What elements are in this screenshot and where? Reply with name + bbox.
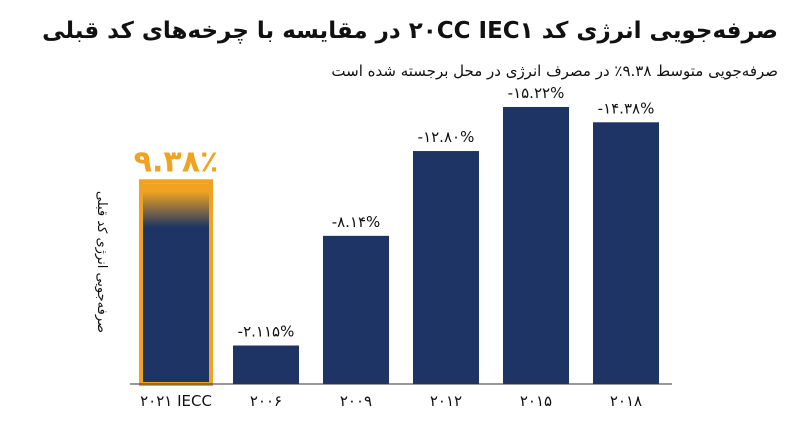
value-label: -۱۴.۳۸% <box>598 99 655 117</box>
value-label: -۸.۱۴% <box>332 213 381 231</box>
bar-highlight <box>143 183 209 384</box>
x-tick-label: ۲۰۱۸ <box>610 392 642 410</box>
x-tick-label: ۲۰۱۵ <box>520 392 552 410</box>
x-tick-label: ۲۰۰۹ <box>340 392 372 410</box>
x-tick-label: ۲۰۰۶ <box>250 392 282 410</box>
x-tick-label: ۲۰۱۲ <box>430 392 462 410</box>
value-label: -۱۲.۸۰% <box>418 128 475 146</box>
value-label-highlight: ۹.۳۸٪ <box>134 144 219 179</box>
y-axis-label: صرفه‌جویی انرژی کد قبلی <box>94 191 109 333</box>
bar <box>593 122 659 384</box>
bar <box>323 235 389 384</box>
chart-subtitle: صرفه‌جویی متوسط ۹.۳۸٪ در مصرف انرژی در م… <box>331 62 778 80</box>
bar <box>503 106 569 384</box>
x-tick-label: ۲۰۲۱ IECC <box>140 392 212 410</box>
value-label: -۲.۱۱۵% <box>238 323 295 341</box>
bar <box>413 151 479 384</box>
chart-title: صرفه‌جویی انرژی کد ۲۰CC IEC۱ در مقایسه ب… <box>42 18 778 44</box>
value-label: -۱۵.۲۲% <box>508 84 565 102</box>
bar <box>233 345 299 384</box>
